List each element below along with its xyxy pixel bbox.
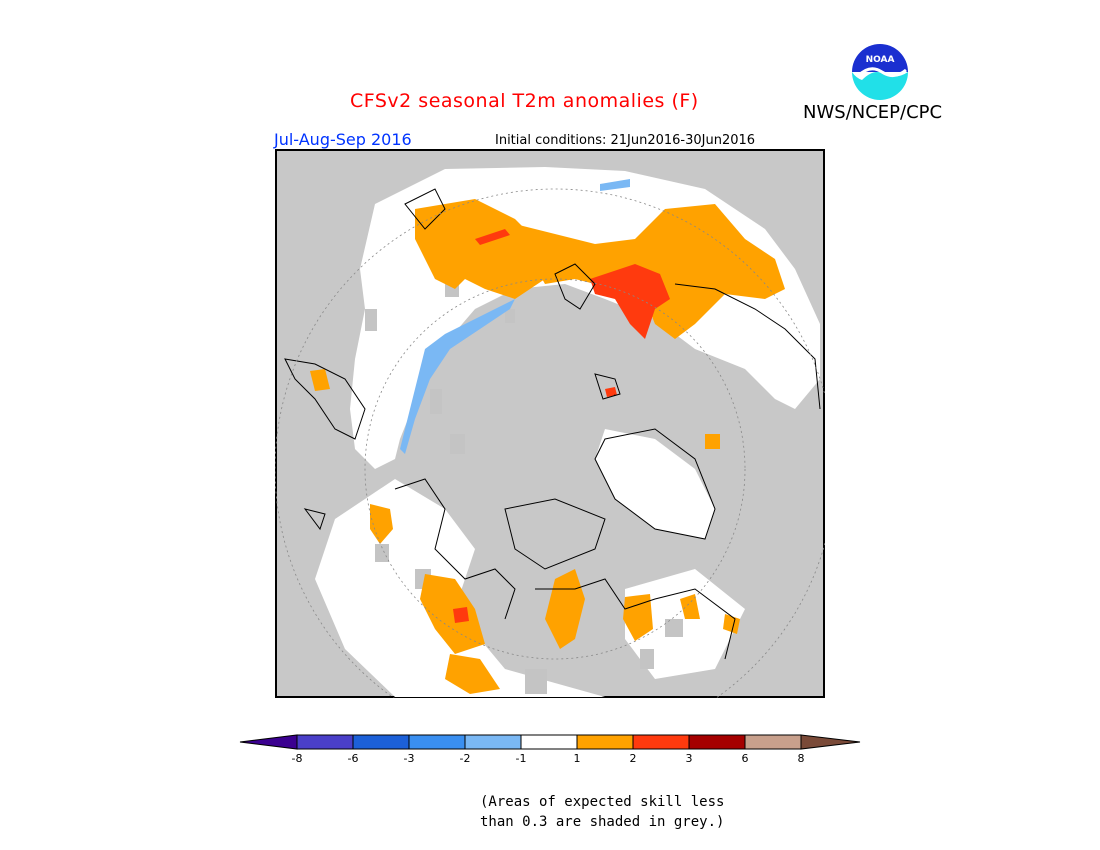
skill-note: (Areas of expected skill less than 0.3 a…: [480, 792, 724, 832]
initial-conditions-label: Initial conditions: 21Jun2016-30Jun2016: [495, 133, 756, 148]
logo-text: NOAA: [866, 55, 895, 65]
warm-anomaly-2-3: [453, 229, 670, 623]
colorbar-label: 2: [630, 752, 637, 765]
colorbar-label: -1: [516, 752, 527, 765]
polar-map: .: [275, 149, 825, 698]
colorbar-label: -2: [460, 752, 471, 765]
map-land-mark-icon: .: [612, 389, 617, 399]
colorbar-label: 3: [686, 752, 693, 765]
colorbar-label: 6: [742, 752, 749, 765]
colorbar-label: 1: [574, 752, 581, 765]
colorbar-max-arrow: [800, 734, 861, 750]
cool-anomaly-neg2-neg1: [400, 179, 630, 454]
colorbar-min-arrow: [239, 734, 298, 750]
noaa-logo-icon: NOAA: [848, 40, 912, 104]
agency-label: NWS/NCEP/CPC: [803, 102, 943, 123]
skill-note-line-1: (Areas of expected skill less: [480, 794, 725, 810]
colorbar-label: -3: [404, 752, 415, 765]
skill-note-line-2: than 0.3 are shaded in grey.): [480, 814, 725, 830]
colorbar-label: -8: [292, 752, 303, 765]
coastlines: [284, 188, 821, 660]
colorbar-label: 8: [798, 752, 805, 765]
grey-low-skill-blocks: [365, 279, 683, 694]
chart-title: CFSv2 seasonal T2m anomalies (F): [350, 90, 699, 112]
season-label: Jul-Aug-Sep 2016: [274, 130, 412, 149]
colorbar: -8 -6 -3 -2 -1 1 2 3 6 8: [239, 734, 861, 765]
colorbar-label: -6: [348, 752, 359, 765]
graticule: [275, 188, 825, 698]
